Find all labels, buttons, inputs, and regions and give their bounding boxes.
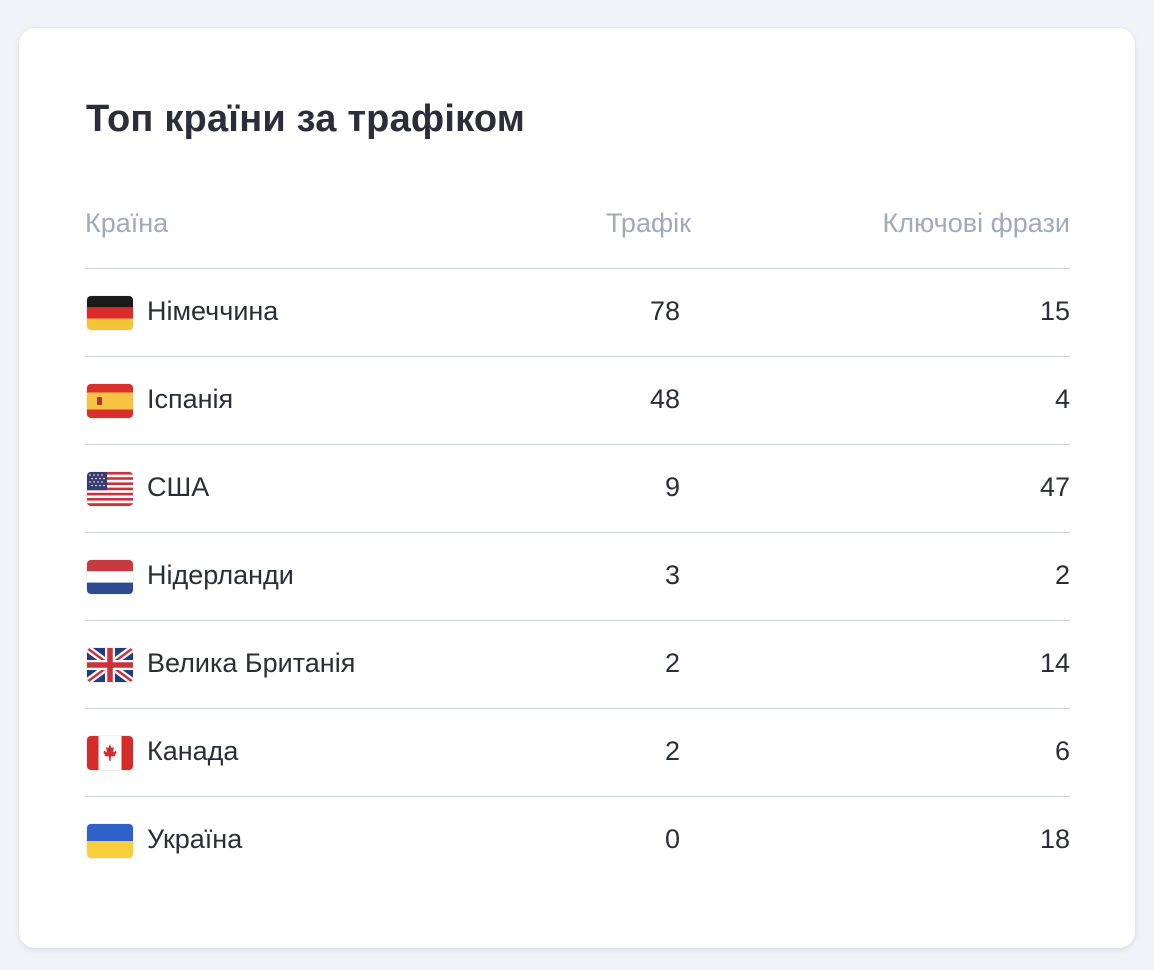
- traffic-value: 9: [664, 472, 680, 502]
- ukraine-flag-icon: [87, 824, 133, 858]
- netherlands-flag-icon: [87, 560, 133, 594]
- table-row[interactable]: Канада 2 6: [85, 709, 1070, 797]
- keywords-value: 2: [1054, 560, 1070, 590]
- country-name: Канада: [147, 736, 239, 766]
- traffic-value: 2: [664, 648, 680, 678]
- column-header-keywords[interactable]: Ключові фрази: [882, 208, 1070, 238]
- table-row[interactable]: Україна 0 18: [85, 797, 1070, 884]
- card-title: Топ країни за трафіком: [86, 98, 526, 140]
- germany-flag-icon: [87, 296, 133, 330]
- table-row[interactable]: Велика Британія 2 14: [85, 621, 1070, 709]
- traffic-value: 3: [664, 560, 680, 590]
- table-header: Країна Трафік Ключові фрази: [85, 186, 1070, 269]
- country-name: Україна: [147, 824, 243, 854]
- table-row[interactable]: США 9 47: [85, 445, 1070, 533]
- keywords-value: 6: [1054, 736, 1070, 766]
- keywords-value: 18: [1039, 824, 1070, 854]
- canada-flag-icon: [87, 736, 133, 770]
- country-name: США: [147, 472, 210, 502]
- top-countries-card: Топ країни за трафіком Країна Трафік Клю…: [19, 28, 1135, 948]
- traffic-value: 2: [664, 736, 680, 766]
- traffic-value: 78: [649, 296, 680, 326]
- countries-table: Країна Трафік Ключові фрази Німеччина 78…: [85, 186, 1070, 884]
- table-row[interactable]: Нідерланди 3 2: [85, 533, 1070, 621]
- uk-flag-icon: [87, 648, 133, 682]
- country-name: Нідерланди: [147, 560, 294, 590]
- traffic-value: 48: [649, 384, 680, 414]
- keywords-value: 14: [1039, 648, 1070, 678]
- country-name: Іспанія: [147, 384, 234, 414]
- spain-flag-icon: [87, 384, 133, 418]
- keywords-value: 15: [1039, 296, 1070, 326]
- column-header-country[interactable]: Країна: [85, 208, 169, 238]
- column-header-traffic[interactable]: Трафік: [605, 208, 691, 238]
- traffic-value: 0: [664, 824, 680, 854]
- table-row[interactable]: Іспанія 48 4: [85, 357, 1070, 445]
- usa-flag-icon: [87, 472, 133, 506]
- country-name: Німеччина: [147, 296, 279, 326]
- keywords-value: 4: [1054, 384, 1070, 414]
- table-row[interactable]: Німеччина 78 15: [85, 269, 1070, 357]
- keywords-value: 47: [1039, 472, 1070, 502]
- country-name: Велика Британія: [147, 648, 356, 678]
